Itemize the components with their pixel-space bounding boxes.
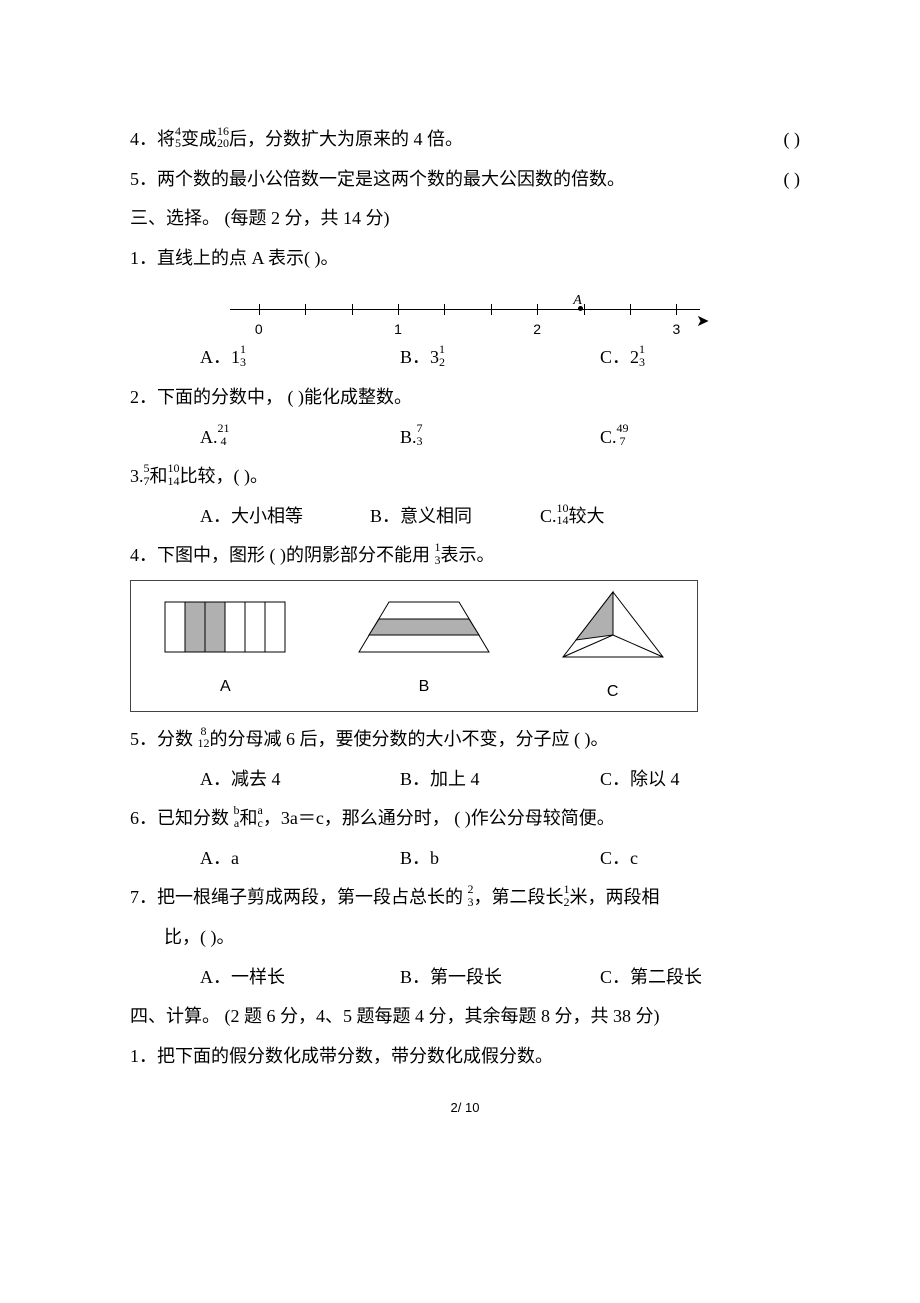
- choice-q1-options: A．113 B．312 C．213: [130, 338, 800, 378]
- tf-q4-text-c: 后，分数扩大为原来的 4 倍。: [229, 129, 463, 149]
- choice-q1-optC: C．213: [600, 338, 740, 378]
- choice-q1-numberline: ➤ 0 1 2 3 A: [230, 284, 710, 334]
- choice-q7-optC: C．第二段长: [600, 958, 740, 998]
- choice-q7-optB: B．第一段长: [400, 958, 540, 998]
- choice-q2-options: A.214 B.73 C.497: [130, 418, 800, 458]
- tf-q5-text: 5．两个数的最小公倍数一定是这两个数的最大公因数的倍数。: [130, 169, 625, 189]
- choice-q1-optA: A．113: [200, 338, 340, 378]
- section-3-heading: 三、选择。 (每题 2 分，共 14 分): [130, 199, 800, 239]
- choice-q1-stem: 1．直线上的点 A 表示( )。: [130, 239, 800, 279]
- tf-q4-text-b: 变成: [181, 129, 217, 149]
- tf-q4-blank: ( ): [784, 120, 801, 160]
- choice-q6-options: A．a B．b C．c: [130, 839, 800, 879]
- numberline-point-A: A: [573, 286, 582, 317]
- choice-q6-optC: C．c: [600, 839, 740, 879]
- shape-A: A: [155, 587, 295, 704]
- choice-q3-optC: C.1014较大: [540, 497, 680, 537]
- choice-q3-optA: A．大小相等: [200, 497, 340, 537]
- shape-B: B: [344, 587, 504, 704]
- choice-q2-optB: B.73: [400, 418, 540, 458]
- choice-q6-optB: B．b: [400, 839, 540, 879]
- choice-q4-stem: 4．下图中，图形 ( )的阴影部分不能用 13表示。: [130, 536, 800, 576]
- choice-q3-stem: 3.57和1014比较，( )。: [130, 457, 800, 497]
- choice-q6-stem: 6．已知分数 ba和ac，3a＝c，那么通分时， ( )作公分母较简便。: [130, 799, 800, 839]
- choice-q7-stem-l1: 7．把一根绳子剪成两段，第一段占总长的 23，第二段长12米，两段相: [130, 878, 800, 918]
- shape-C: C: [553, 582, 673, 709]
- choice-q3-options: A．大小相等 B．意义相同 C.1014较大: [130, 497, 800, 537]
- choice-q3-optB: B．意义相同: [370, 497, 510, 537]
- choice-q2-optA: A.214: [200, 418, 340, 458]
- choice-q4-shapes: A B C: [130, 580, 698, 712]
- section-4-heading: 四、计算。 (2 题 6 分，4、5 题每题 4 分，其余每题 8 分，共 38…: [130, 997, 800, 1037]
- choice-q5-optA: A．减去 4: [200, 760, 340, 800]
- choice-q7-optA: A．一样长: [200, 958, 340, 998]
- choice-q5-options: A．减去 4 B．加上 4 C．除以 4: [130, 760, 800, 800]
- page-footer: 2/ 10: [130, 1094, 800, 1123]
- choice-q2-optC: C.497: [600, 418, 740, 458]
- numberline-dot-A: [578, 306, 583, 311]
- tf-q5: 5．两个数的最小公倍数一定是这两个数的最大公因数的倍数。 ( ): [130, 160, 800, 200]
- tf-q4-text-a: 4．将: [130, 129, 175, 149]
- choice-q1-optB: B．312: [400, 338, 540, 378]
- choice-q5-stem: 5．分数 812的分母减 6 后，要使分数的大小不变，分子应 ( )。: [130, 720, 800, 760]
- choice-q6-optA: A．a: [200, 839, 340, 879]
- calc-q1-stem: 1．把下面的假分数化成带分数，带分数化成假分数。: [130, 1037, 800, 1077]
- choice-q5-optC: C．除以 4: [600, 760, 740, 800]
- tf-q4: 4．将45变成1620后，分数扩大为原来的 4 倍。 ( ): [130, 120, 800, 160]
- choice-q7-options: A．一样长 B．第一段长 C．第二段长: [130, 958, 800, 998]
- choice-q7-stem-l2: 比，( )。: [130, 918, 800, 958]
- tf-q4-frac2: 1620: [217, 125, 229, 150]
- tf-q5-blank: ( ): [784, 160, 801, 200]
- choice-q5-optB: B．加上 4: [400, 760, 540, 800]
- choice-q2-stem: 2．下面的分数中， ( )能化成整数。: [130, 378, 800, 418]
